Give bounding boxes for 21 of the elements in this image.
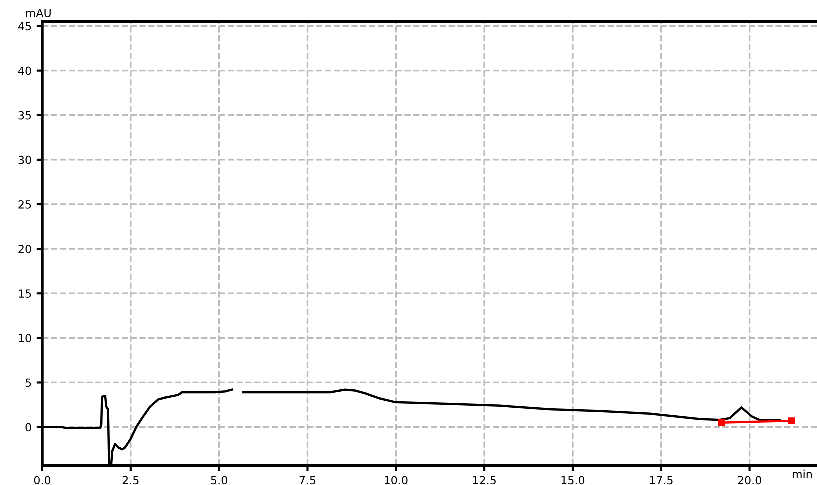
y-axis-title: mAU xyxy=(26,9,51,18)
y-tick-label: 35 xyxy=(18,111,32,120)
x-tick-label: 15.0 xyxy=(562,476,585,485)
y-tick-label: 10 xyxy=(19,334,32,343)
y-tick-label: 45 xyxy=(18,22,32,31)
x-tick-label: 17.5 xyxy=(650,476,673,485)
x-tick-label: 2.5 xyxy=(122,476,139,485)
y-tick-label: 0 xyxy=(26,423,32,432)
x-tick-label: 0.0 xyxy=(34,476,51,485)
y-tick-label: 15 xyxy=(19,290,32,298)
x-tick-label: 7.5 xyxy=(300,476,316,485)
x-tick-label: 12.5 xyxy=(473,476,496,485)
y-tick-label: 30 xyxy=(18,156,32,164)
y-tick-label: 40 xyxy=(18,66,32,76)
y-tick-label: 25 xyxy=(18,200,32,209)
x-tick-label: 20.0 xyxy=(738,476,762,485)
y-tick-label: 20 xyxy=(18,245,32,254)
y-tick-label: 5 xyxy=(26,378,32,388)
x-tick-label: 10.0 xyxy=(384,476,408,485)
x-tick-label: 5.0 xyxy=(211,476,228,485)
x-axis-title: min xyxy=(792,470,812,478)
